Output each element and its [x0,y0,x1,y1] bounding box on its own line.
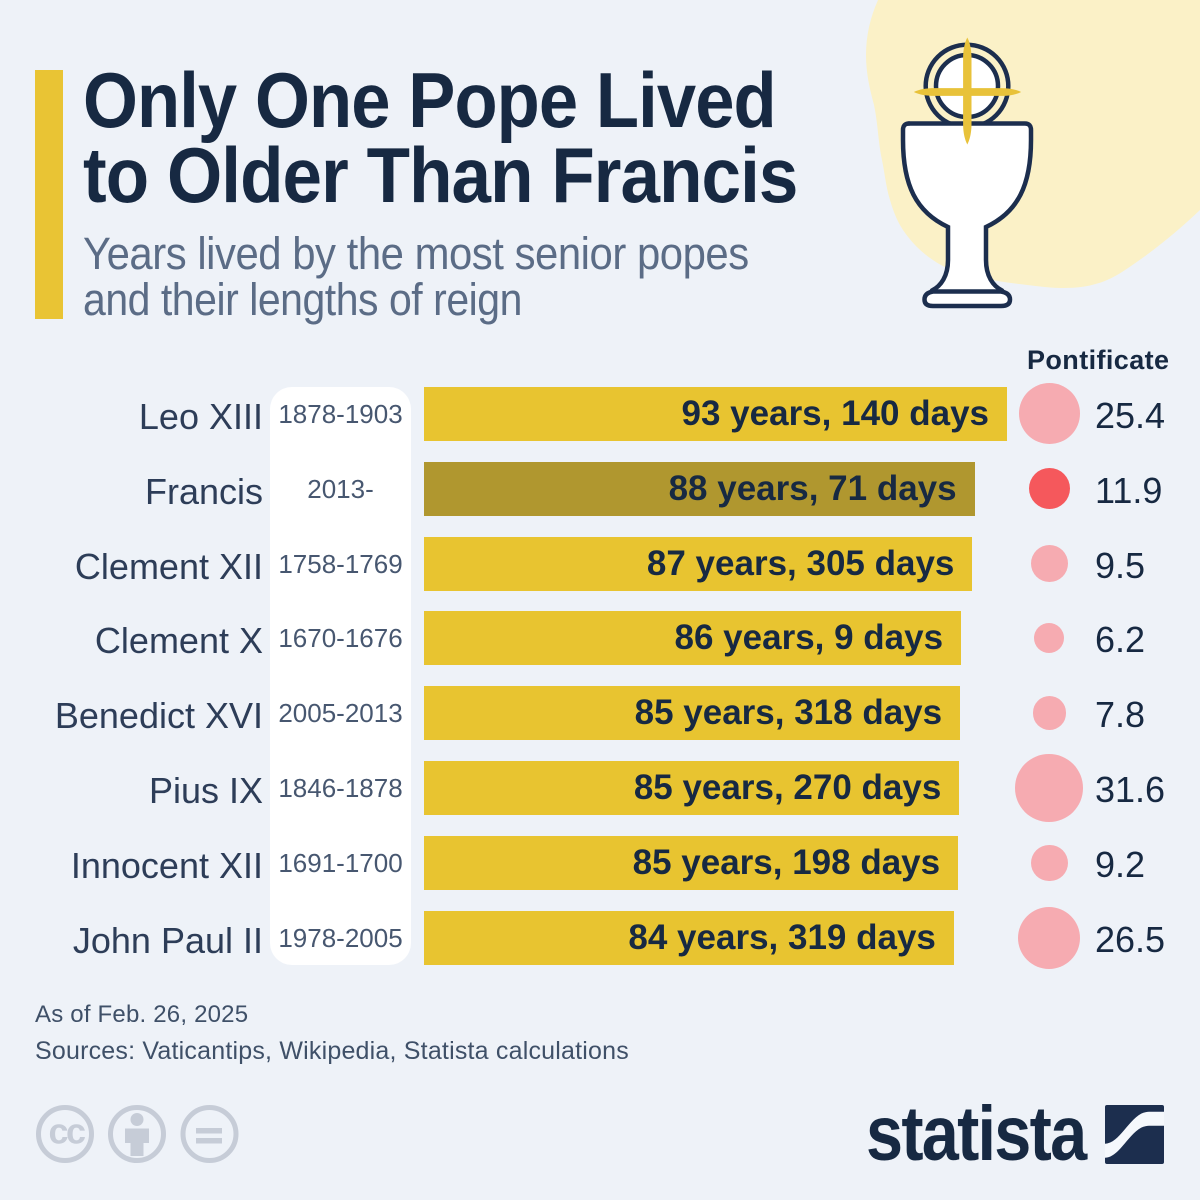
svg-text:cc: cc [48,1111,85,1152]
